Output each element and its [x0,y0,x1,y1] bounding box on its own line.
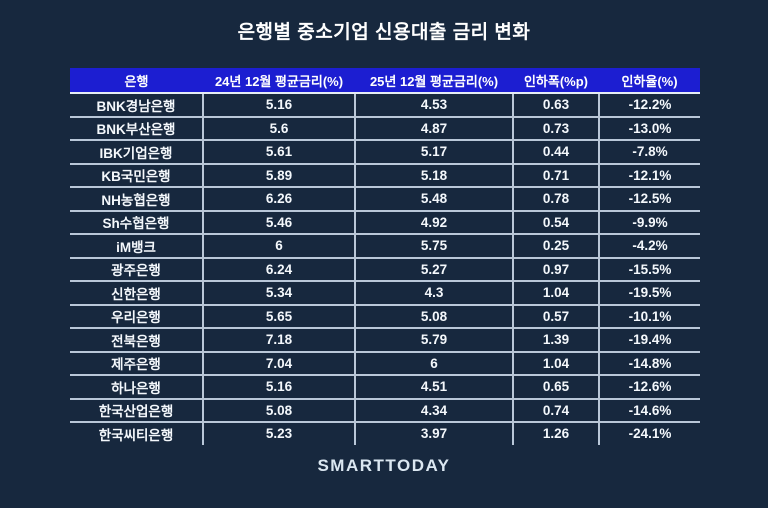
cell-rate-dec24: 6 [203,234,356,259]
cell-cut-pp: 0.44 [513,140,600,165]
cell-bank: BNK경남은행 [70,93,204,118]
header-cut-pp: 인하폭(%p) [513,68,599,94]
cell-cut-pct: -12.1% [599,163,700,188]
cell-cut-pct: -10.1% [599,304,700,329]
table-row: 우리은행 5.65 5.08 0.57 -10.1% [70,304,700,329]
cell-bank: 하나은행 [70,375,204,400]
cell-rate-dec25: 4.53 [355,93,514,118]
cell-rate-dec25: 4.92 [355,210,514,235]
cell-rate-dec25: 5.17 [355,140,514,165]
table-row: KB국민은행 5.89 5.18 0.71 -12.1% [70,163,700,188]
table-row: NH농협은행 6.26 5.48 0.78 -12.5% [70,187,700,212]
cell-rate-dec24: 6.24 [203,257,356,282]
cell-cut-pp: 1.26 [513,422,600,445]
cell-rate-dec25: 4.51 [355,375,514,400]
table-row: 제주은행 7.04 6 1.04 -14.8% [70,351,700,376]
cell-cut-pp: 0.71 [513,163,600,188]
cell-rate-dec24: 5.46 [203,210,356,235]
cell-cut-pp: 0.25 [513,234,600,259]
cell-cut-pp: 0.57 [513,304,600,329]
table-header-row: 은행 24년 12월 평균금리(%) 25년 12월 평균금리(%) 인하폭(%… [70,68,700,94]
cell-bank: 전북은행 [70,328,204,353]
header-bank: 은행 [70,68,203,94]
cell-rate-dec25: 5.75 [355,234,514,259]
cell-rate-dec24: 5.23 [203,422,356,445]
cell-cut-pct: -13.0% [599,116,700,141]
cell-cut-pct: -24.1% [628,426,672,442]
cell-rate-dec25: 5.79 [355,328,514,353]
cell-cut-pp: 1.04 [513,281,600,306]
cell-cut-pct: -15.5% [599,257,700,282]
cell-cut-pct: -12.6% [599,375,700,400]
table-row: 광주은행 6.24 5.27 0.97 -15.5% [70,257,700,282]
cell-rate-dec25: 5.08 [355,304,514,329]
header-cut-pct: 인하율(%) [599,68,700,94]
cell-bank: 한국씨티은행 [70,422,204,445]
cell-cut-pct: -7.8% [599,140,700,165]
table-row: 한국씨티은행 5.23 3.97 1.26 -24.1% [70,422,700,445]
cell-rate-dec24: 6.26 [203,187,356,212]
cell-rate-dec25: 4.87 [355,116,514,141]
cell-cut-pp: 0.65 [513,375,600,400]
cell-bank: 신한은행 [70,281,204,306]
cell-cut-pp: 0.73 [513,116,600,141]
cell-rate-dec25: 5.18 [355,163,514,188]
cell-rate-dec24: 7.18 [203,328,356,353]
cell-bank: Sh수협은행 [70,210,204,235]
cell-cut-pp: 1.39 [513,328,600,353]
table-row: Sh수협은행 5.46 4.92 0.54 -9.9% [70,210,700,235]
cell-cut-pp: 0.54 [513,210,600,235]
cell-bank: 제주은행 [70,351,204,376]
cell-rate-dec24: 5.08 [203,398,356,423]
table-row: 신한은행 5.34 4.3 1.04 -19.5% [70,281,700,306]
cell-rate-dec25: 4.3 [355,281,514,306]
cell-rate-dec24: 7.04 [203,351,356,376]
cell-rate-dec24: 5.6 [203,116,356,141]
cell-rate-dec24: 5.89 [203,163,356,188]
cell-cut-pct: -19.5% [599,281,700,306]
table-row: 전북은행 7.18 5.79 1.39 -19.4% [70,328,700,353]
table-row: 한국산업은행 5.08 4.34 0.74 -14.6% [70,398,700,423]
cell-bank: iM뱅크 [70,234,204,259]
header-rate-dec25: 25년 12월 평균금리(%) [355,68,513,94]
cell-rate-dec25: 4.34 [355,398,514,423]
header-rate-dec24: 24년 12월 평균금리(%) [203,68,355,94]
bank-rate-table: 은행 24년 12월 평균금리(%) 25년 12월 평균금리(%) 인하폭(%… [70,68,700,445]
cell-rate-dec25: 5.27 [355,257,514,282]
table-row: IBK기업은행 5.61 5.17 0.44 -7.8% [70,140,700,165]
cell-cut-pct: -14.6% [599,398,700,423]
cell-bank: BNK부산은행 [70,116,204,141]
cell-bank: IBK기업은행 [70,140,204,165]
cell-bank: 한국산업은행 [70,398,204,423]
table-row: 하나은행 5.16 4.51 0.65 -12.6% [70,375,700,400]
cell-rate-dec25: 3.97 [355,422,514,445]
cell-rate-dec24: 5.16 [203,93,356,118]
cell-rate-dec25: 5.48 [355,187,514,212]
table-row: iM뱅크 6 5.75 0.25 -4.2% [70,234,700,259]
cell-bank: KB국민은행 [70,163,204,188]
cell-cut-pp: 0.63 [513,93,600,118]
cell-rate-dec24: 5.61 [203,140,356,165]
cell-cut-pct: -4.2% [599,234,700,259]
cell-rate-dec24: 5.34 [203,281,356,306]
smarttoday-logo: SMARTTODAY [317,456,451,475]
cell-cut-pct: -19.4% [599,328,700,353]
cell-bank: 우리은행 [70,304,204,329]
table-row: BNK경남은행 5.16 4.53 0.63 -12.2% [70,93,700,118]
cell-cut-pct: -12.2% [599,93,700,118]
cell-rate-dec25: 6 [355,351,514,376]
cell-bank: NH농협은행 [70,187,204,212]
cell-cut-pp: 0.74 [513,398,600,423]
cell-cut-pct: -9.9% [599,210,700,235]
table-row: BNK부산은행 5.6 4.87 0.73 -13.0% [70,116,700,141]
cell-rate-dec24: 5.16 [203,375,356,400]
cell-cut-pct: -12.5% [599,187,700,212]
cell-rate-dec24: 5.65 [203,304,356,329]
cell-cut-pct: -14.8% [599,351,700,376]
cell-cut-pp: 0.78 [513,187,600,212]
cell-cut-pp: 1.04 [513,351,600,376]
cell-bank: 광주은행 [70,257,204,282]
cell-cut-pp: 0.97 [513,257,600,282]
page-title: 은행별 중소기업 신용대출 금리 변화 [237,22,531,43]
